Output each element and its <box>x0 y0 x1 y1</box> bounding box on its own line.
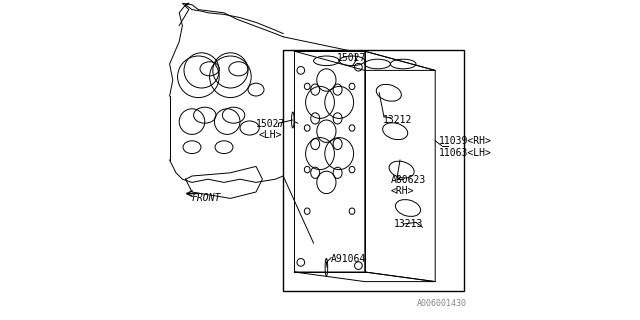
Text: 13212: 13212 <box>383 115 412 125</box>
Text: A80623
<RH>: A80623 <RH> <box>390 175 426 196</box>
Text: 11039<RH>
11063<LH>: 11039<RH> 11063<LH> <box>438 136 492 158</box>
Text: 15027
<LH>: 15027 <LH> <box>256 119 285 140</box>
Text: A91064: A91064 <box>332 254 367 264</box>
Bar <box>283 50 464 291</box>
Text: A006001430: A006001430 <box>417 300 467 308</box>
Text: 15027: 15027 <box>337 52 367 63</box>
Text: FRONT: FRONT <box>192 193 221 204</box>
Text: 13213: 13213 <box>394 219 423 229</box>
